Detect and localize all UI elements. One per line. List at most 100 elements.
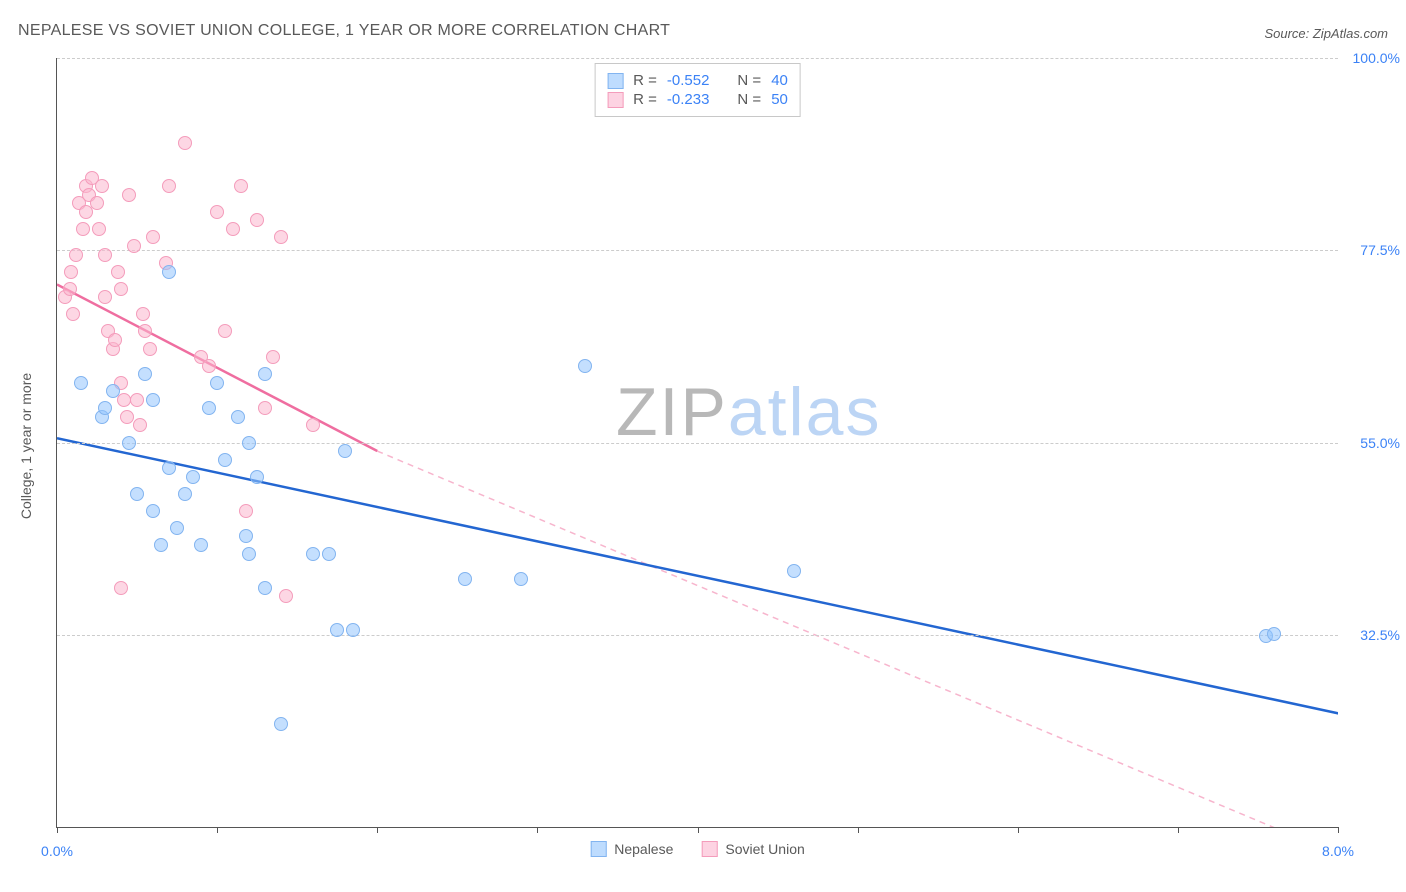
scatter-point-soviet bbox=[98, 248, 112, 262]
scatter-point-soviet bbox=[66, 307, 80, 321]
x-tick bbox=[698, 827, 699, 833]
scatter-point-soviet bbox=[63, 282, 77, 296]
legend-item-nepalese: Nepalese bbox=[590, 841, 673, 857]
scatter-point-soviet bbox=[76, 222, 90, 236]
scatter-point-nepalese bbox=[186, 470, 200, 484]
scatter-point-nepalese bbox=[218, 453, 232, 467]
trend-line bbox=[57, 284, 377, 451]
scatter-point-nepalese bbox=[330, 623, 344, 637]
stats-r-value: -0.552 bbox=[667, 72, 710, 89]
scatter-point-soviet bbox=[306, 418, 320, 432]
trend-line bbox=[57, 438, 1338, 720]
scatter-point-soviet bbox=[136, 307, 150, 321]
scatter-point-nepalese bbox=[162, 265, 176, 279]
scatter-point-soviet bbox=[69, 248, 83, 262]
scatter-point-nepalese bbox=[74, 376, 88, 390]
legend-label: Nepalese bbox=[614, 841, 673, 857]
scatter-point-soviet bbox=[120, 410, 134, 424]
stats-n-value: 40 bbox=[771, 72, 788, 89]
scatter-point-soviet bbox=[226, 222, 240, 236]
swatch-pink-icon bbox=[701, 841, 717, 857]
gridline bbox=[57, 58, 1338, 59]
gridline bbox=[57, 635, 1338, 636]
scatter-point-nepalese bbox=[210, 376, 224, 390]
scatter-point-nepalese bbox=[787, 564, 801, 578]
correlation-stats-box: R = -0.552 N = 40 R = -0.233 N = 50 bbox=[594, 63, 801, 117]
scatter-point-nepalese bbox=[306, 547, 320, 561]
scatter-point-nepalese bbox=[138, 367, 152, 381]
scatter-point-soviet bbox=[98, 290, 112, 304]
scatter-point-soviet bbox=[114, 282, 128, 296]
stats-row-soviet: R = -0.233 N = 50 bbox=[607, 91, 788, 108]
scatter-point-nepalese bbox=[338, 444, 352, 458]
gridline bbox=[57, 250, 1338, 251]
scatter-point-nepalese bbox=[194, 538, 208, 552]
x-tick-label: 8.0% bbox=[1322, 843, 1354, 859]
scatter-point-nepalese bbox=[154, 538, 168, 552]
x-tick bbox=[1178, 827, 1179, 833]
stats-r-label: R = bbox=[633, 91, 657, 108]
x-tick bbox=[537, 827, 538, 833]
scatter-point-nepalese bbox=[239, 529, 253, 543]
scatter-point-soviet bbox=[146, 230, 160, 244]
legend-item-soviet: Soviet Union bbox=[701, 841, 804, 857]
scatter-point-soviet bbox=[279, 589, 293, 603]
scatter-point-nepalese bbox=[122, 436, 136, 450]
scatter-point-nepalese bbox=[346, 623, 360, 637]
y-tick-label: 77.5% bbox=[1360, 242, 1400, 258]
swatch-blue-icon bbox=[607, 73, 623, 89]
scatter-point-soviet bbox=[250, 213, 264, 227]
scatter-point-soviet bbox=[234, 179, 248, 193]
scatter-point-soviet bbox=[218, 324, 232, 338]
y-tick-label: 100.0% bbox=[1353, 50, 1400, 66]
chart-container: NEPALESE VS SOVIET UNION COLLEGE, 1 YEAR… bbox=[0, 0, 1406, 892]
scatter-point-nepalese bbox=[162, 461, 176, 475]
scatter-point-soviet bbox=[127, 239, 141, 253]
stats-r-label: R = bbox=[633, 72, 657, 89]
scatter-point-soviet bbox=[92, 222, 106, 236]
y-tick-label: 32.5% bbox=[1360, 627, 1400, 643]
scatter-point-nepalese bbox=[178, 487, 192, 501]
x-tick bbox=[217, 827, 218, 833]
legend-label: Soviet Union bbox=[725, 841, 804, 857]
scatter-point-soviet bbox=[122, 188, 136, 202]
scatter-point-soviet bbox=[111, 265, 125, 279]
scatter-point-nepalese bbox=[258, 367, 272, 381]
chart-title: NEPALESE VS SOVIET UNION COLLEGE, 1 YEAR… bbox=[18, 22, 670, 40]
scatter-point-nepalese bbox=[106, 384, 120, 398]
y-tick-label: 55.0% bbox=[1360, 435, 1400, 451]
scatter-point-soviet bbox=[266, 350, 280, 364]
stats-row-nepalese: R = -0.552 N = 40 bbox=[607, 72, 788, 89]
scatter-point-nepalese bbox=[514, 572, 528, 586]
scatter-point-soviet bbox=[114, 581, 128, 595]
scatter-point-nepalese bbox=[250, 470, 264, 484]
scatter-point-nepalese bbox=[274, 717, 288, 731]
scatter-point-nepalese bbox=[258, 581, 272, 595]
swatch-pink-icon bbox=[607, 92, 623, 108]
scatter-point-soviet bbox=[258, 401, 272, 415]
scatter-point-nepalese bbox=[98, 401, 112, 415]
scatter-point-soviet bbox=[130, 393, 144, 407]
scatter-point-nepalese bbox=[146, 393, 160, 407]
watermark: ZIPatlas bbox=[616, 373, 881, 451]
trend-line bbox=[377, 451, 1338, 827]
scatter-point-soviet bbox=[133, 418, 147, 432]
scatter-point-soviet bbox=[210, 205, 224, 219]
y-axis-title: College, 1 year or more bbox=[18, 373, 34, 519]
legend: Nepalese Soviet Union bbox=[590, 841, 805, 857]
stats-n-label: N = bbox=[737, 91, 761, 108]
watermark-zip: ZIP bbox=[616, 374, 728, 450]
scatter-point-nepalese bbox=[231, 410, 245, 424]
x-tick-label: 0.0% bbox=[41, 843, 73, 859]
scatter-point-soviet bbox=[95, 179, 109, 193]
scatter-point-soviet bbox=[64, 265, 78, 279]
scatter-point-nepalese bbox=[1267, 627, 1281, 641]
stats-r-value: -0.233 bbox=[667, 91, 710, 108]
scatter-point-soviet bbox=[178, 136, 192, 150]
stats-n-value: 50 bbox=[771, 91, 788, 108]
scatter-point-soviet bbox=[162, 179, 176, 193]
scatter-point-nepalese bbox=[242, 547, 256, 561]
stats-n-label: N = bbox=[737, 72, 761, 89]
scatter-point-nepalese bbox=[202, 401, 216, 415]
plot-area: ZIPatlas R = -0.552 N = 40 R = -0.233 N … bbox=[56, 58, 1338, 828]
